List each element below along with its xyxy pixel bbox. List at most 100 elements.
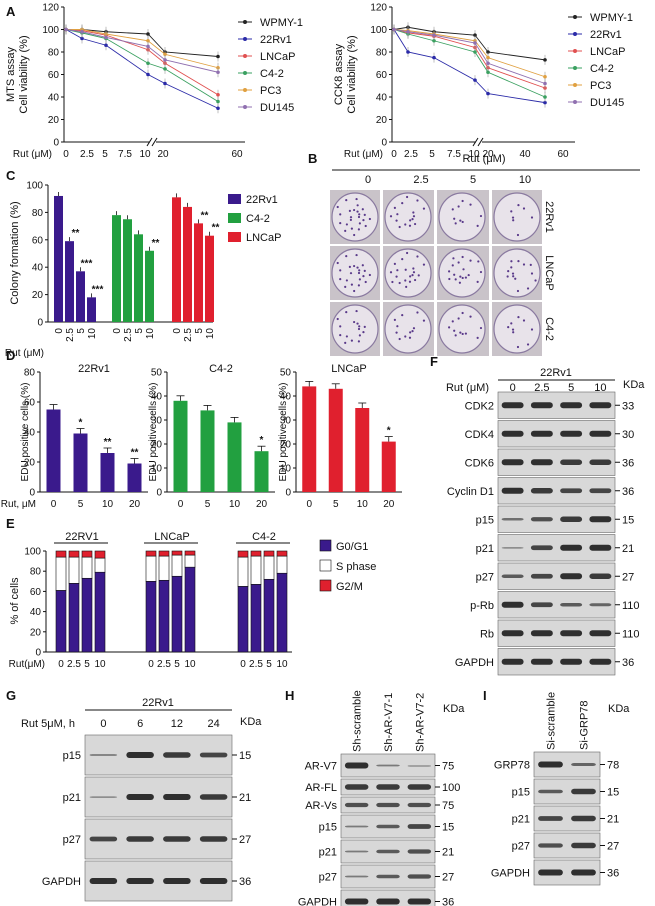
x-tick-label: 0 <box>391 149 397 160</box>
y-tick-label: 50 <box>151 368 163 379</box>
protein-label: Rb <box>480 628 494 640</box>
colony-dot <box>516 289 520 293</box>
colony-dot <box>405 251 409 255</box>
colony-dot <box>511 216 515 219</box>
blot-band <box>571 788 596 795</box>
y-tick-label: 60 <box>376 70 388 81</box>
legend-label: G2/M <box>336 581 363 593</box>
colony-dot <box>512 275 515 278</box>
y-tick-label: 80 <box>32 208 44 219</box>
colony-plate <box>384 248 432 298</box>
protein-label: CDK6 <box>465 457 494 469</box>
blot-band <box>126 836 154 842</box>
b-xlabel: Rut (μM) <box>462 153 505 165</box>
category-label: 10 <box>357 499 369 510</box>
blot-band <box>538 843 563 848</box>
colony-dot <box>409 219 412 222</box>
category-label: 0 <box>148 659 154 670</box>
colony-dot <box>454 222 457 225</box>
colony-dot <box>393 262 396 265</box>
data-point-22Rv1 <box>432 55 436 60</box>
series-line-LNCaP <box>393 29 546 89</box>
colony-dot <box>355 197 358 201</box>
colony-plate <box>438 304 486 354</box>
colony-dot <box>479 270 483 274</box>
kda-value: 30 <box>622 429 634 441</box>
y-tick-label: 40 <box>151 392 163 403</box>
b-concentration-label: 5 <box>470 174 476 186</box>
colony-dot <box>358 222 361 225</box>
significance-mark: * <box>79 418 83 429</box>
group-label: 22RV1 <box>65 531 98 543</box>
blot-band <box>571 869 596 876</box>
category-label: 0 <box>240 659 246 670</box>
legend-marker <box>573 49 577 53</box>
data-point-22Rv1 <box>104 43 108 48</box>
colony-dot <box>506 275 509 278</box>
colony-dot <box>345 279 348 282</box>
colony-dot <box>356 322 359 325</box>
y-tick-label: 20 <box>24 458 36 469</box>
kda-value: 36 <box>622 457 634 469</box>
colony-dot <box>339 269 342 272</box>
blot-band <box>376 824 400 829</box>
colony-dot <box>339 213 342 216</box>
colony-dot <box>357 284 360 287</box>
data-point-DU145 <box>216 70 220 75</box>
stacked-segment-G2/M <box>184 550 196 556</box>
kda-value: 15 <box>442 822 454 834</box>
colony-dot <box>530 216 534 219</box>
colony-dot <box>461 311 464 315</box>
colony-dot <box>355 309 358 313</box>
category-label: 0 <box>112 328 123 334</box>
blot-band <box>560 488 583 494</box>
colony-dot <box>364 280 367 284</box>
significance-mark: * <box>387 426 391 437</box>
x-tick-label: 2.5 <box>80 149 94 160</box>
lane-label: 2.5 <box>534 382 549 394</box>
blot-band <box>530 517 553 522</box>
kda-value: 36 <box>442 897 454 906</box>
y-tick-label: 50 <box>280 368 292 379</box>
colony-dot <box>517 315 520 319</box>
blot-band <box>589 573 612 579</box>
colony-dot <box>448 326 451 329</box>
colony-dot <box>345 311 348 314</box>
bar-LNCaP <box>205 235 214 322</box>
colony-dot <box>464 332 467 335</box>
stacked-segment-G2/M <box>250 550 262 557</box>
category-label: 10 <box>205 328 216 340</box>
colony-dot <box>339 278 342 281</box>
blot-band <box>163 794 191 800</box>
colony-dot <box>451 208 454 211</box>
colony-dot <box>358 325 361 328</box>
blot-band <box>560 573 583 580</box>
y-tick-label: 80 <box>24 368 36 379</box>
stacked-segment-G0/G1 <box>55 590 67 653</box>
colony-dot <box>348 209 351 212</box>
panel-letter-f: F <box>430 354 438 369</box>
blot-band <box>89 878 118 884</box>
colony-dot <box>361 208 364 211</box>
blot-band <box>501 574 524 579</box>
significance-mark: ** <box>131 448 139 459</box>
colony-plate <box>384 192 432 242</box>
colony-dot <box>517 259 520 263</box>
b-concentration-label: 0 <box>365 174 371 186</box>
protein-label: p15 <box>476 514 494 526</box>
category-label: 0 <box>54 328 65 334</box>
colony-dot <box>398 225 401 229</box>
colony-dot <box>510 322 513 325</box>
colony-dot <box>349 272 353 275</box>
colony-dot <box>364 224 367 228</box>
colony-dot <box>462 268 465 271</box>
data-point-WPMY-1 <box>473 33 477 37</box>
kda-value: 15 <box>239 750 251 762</box>
colony-dot <box>358 278 361 281</box>
colony-dot <box>356 266 359 269</box>
data-point-WPMY-1 <box>486 50 490 54</box>
colony-dot <box>453 273 456 276</box>
data-point-WPMY-1 <box>216 54 220 59</box>
colony-dot <box>357 215 361 219</box>
